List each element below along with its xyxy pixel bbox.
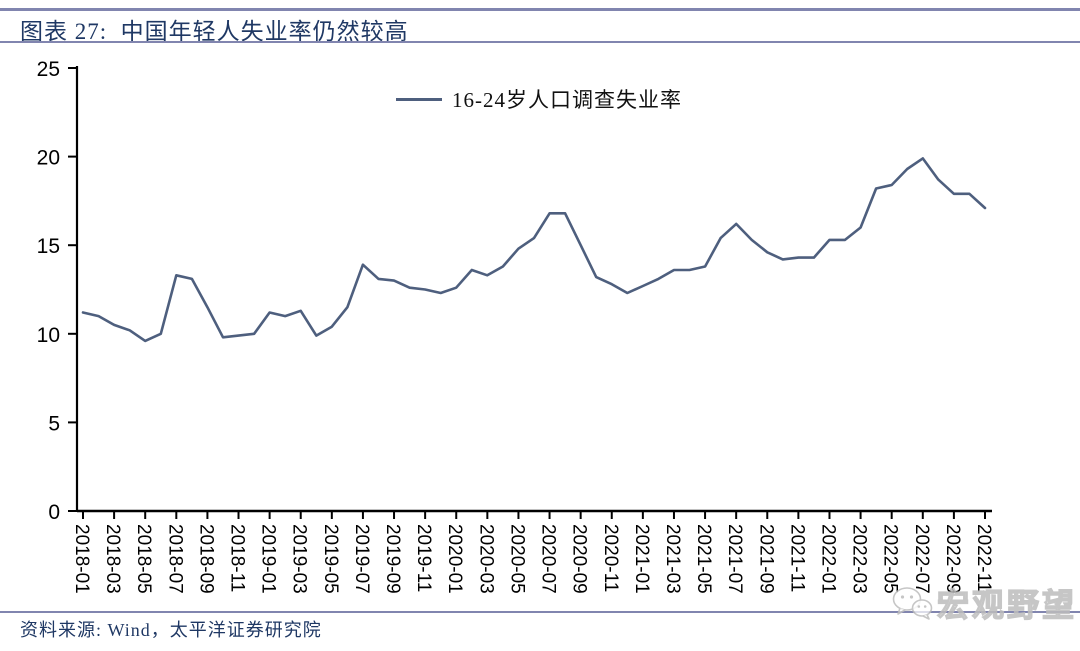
x-tick-label: 2022-01 — [817, 524, 838, 594]
y-tick-label: 0 — [48, 501, 60, 524]
x-tick-label: 2021-05 — [693, 524, 714, 594]
title-divider — [0, 41, 1080, 43]
x-tick-label: 2021-07 — [724, 524, 745, 594]
x-tick-label: 2019-01 — [258, 524, 279, 594]
x-tick-label: 2020-07 — [538, 524, 559, 594]
x-tick-label: 2018-05 — [133, 524, 154, 594]
x-tick-label: 2020-09 — [569, 524, 590, 594]
x-tick-label: 2021-01 — [631, 524, 652, 594]
y-tick-label: 15 — [37, 235, 60, 258]
x-tick-label: 2020-05 — [506, 524, 527, 594]
x-tick-label: 2022-09 — [942, 524, 963, 594]
x-tick-label: 2019-09 — [382, 524, 403, 594]
x-tick-label: 2018-07 — [164, 524, 185, 594]
x-tick-label: 2020-11 — [600, 524, 621, 592]
x-tick-label: 2022-11 — [973, 524, 994, 592]
y-tick-label: 5 — [48, 412, 60, 435]
x-tick-label: 2022-07 — [911, 524, 932, 594]
series-line — [81, 157, 987, 343]
y-tick-label: 10 — [37, 324, 60, 347]
x-tick-label: 2019-03 — [289, 524, 310, 594]
x-tick-label: 2018-01 — [71, 524, 92, 594]
x-tick-label: 2018-03 — [102, 524, 123, 594]
y-tick-label: 25 — [37, 58, 60, 81]
x-tick-label: 2018-09 — [195, 524, 216, 594]
x-tick-label: 2020-03 — [475, 524, 496, 594]
x-tick-label: 2021-11 — [786, 524, 807, 592]
legend-line-marker — [396, 97, 442, 101]
figure-title: 图表 27: 中国年轻人失业率仍然较高 — [20, 19, 409, 44]
bottom-divider — [0, 611, 1080, 613]
legend-label: 16-24岁人口调查失业率 — [452, 88, 682, 112]
x-tick-label: 2021-03 — [662, 524, 683, 594]
x-tick-label: 2019-11 — [413, 524, 434, 592]
x-tick-label: 2021-09 — [755, 524, 776, 594]
x-tick-label: 2020-01 — [444, 524, 465, 594]
source-note: 资料来源: Wind，太平洋证券研究院 — [20, 620, 322, 640]
x-tick-label: 2019-07 — [351, 524, 372, 594]
x-tick-label: 2018-11 — [227, 524, 248, 592]
legend: 16-24岁人口调查失业率 — [396, 84, 682, 114]
x-tick-label: 2022-03 — [849, 524, 870, 594]
x-tick-label: 2019-05 — [320, 524, 341, 594]
y-tick-label: 20 — [37, 147, 60, 170]
x-tick-label: 2022-05 — [880, 524, 901, 594]
top-divider — [0, 8, 1080, 11]
